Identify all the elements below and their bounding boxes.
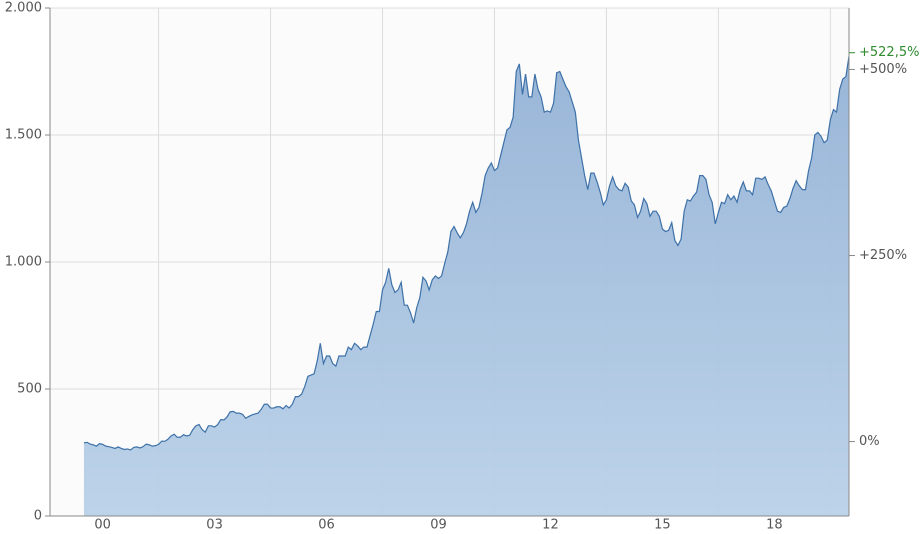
x-tick-label: 09 xyxy=(430,518,447,533)
x-tick-label: 12 xyxy=(542,518,559,533)
y-tick-label: 1.000 xyxy=(5,255,42,270)
y-tick-label: 1.500 xyxy=(5,128,42,143)
y2-tick-label: +250% xyxy=(859,248,907,263)
last-value-label: +522,5% xyxy=(859,45,919,60)
x-tick-label: 15 xyxy=(654,518,671,533)
x-tick-label: 18 xyxy=(766,518,783,533)
x-tick-label: 00 xyxy=(94,518,111,533)
y-tick-label: 2.000 xyxy=(5,1,42,16)
x-tick-label: 03 xyxy=(206,518,223,533)
area xyxy=(83,56,849,516)
y-tick-label: 0 xyxy=(34,509,42,524)
x-tick-label: 06 xyxy=(318,518,335,533)
line xyxy=(83,56,850,451)
y2-tick-label: 0% xyxy=(859,434,880,449)
y2-tick-label: +500% xyxy=(859,62,907,77)
y-tick-label: 500 xyxy=(17,382,42,397)
